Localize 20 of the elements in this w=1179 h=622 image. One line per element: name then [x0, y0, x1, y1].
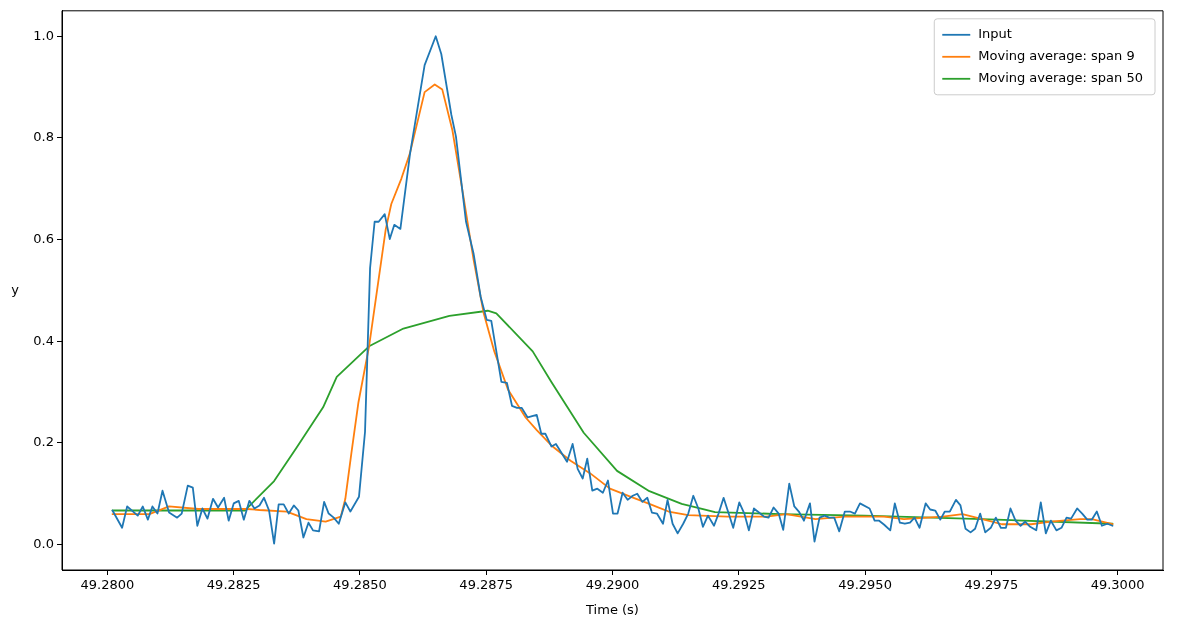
- y-axis-title: y: [11, 281, 20, 297]
- x-tick-label: 49.2875: [459, 577, 514, 593]
- y-tick-label: 0.2: [33, 434, 54, 450]
- legend-label: Moving average: span 9: [978, 48, 1135, 64]
- legend-label: Moving average: span 50: [978, 70, 1143, 86]
- y-tick-label: 1.0: [33, 27, 54, 43]
- x-tick-label: 49.2950: [838, 577, 892, 593]
- x-axis-title: Time (s): [585, 601, 639, 617]
- x-tick-label: 49.2850: [333, 577, 387, 593]
- y-tick-label: 0.6: [33, 230, 54, 246]
- x-tick-label: 49.2800: [80, 577, 135, 593]
- legend-label: Input: [978, 26, 1012, 42]
- x-tick-label: 49.3000: [1090, 577, 1145, 593]
- x-tick-label: 49.2900: [585, 577, 640, 593]
- y-tick-label: 0.4: [33, 332, 54, 348]
- y-tick-label: 0.8: [33, 129, 54, 145]
- x-tick-label: 49.2825: [206, 577, 261, 593]
- x-tick-label: 49.2925: [711, 577, 766, 593]
- x-tick-label: 49.2975: [964, 577, 1019, 593]
- y-tick-label: 0.0: [33, 535, 54, 551]
